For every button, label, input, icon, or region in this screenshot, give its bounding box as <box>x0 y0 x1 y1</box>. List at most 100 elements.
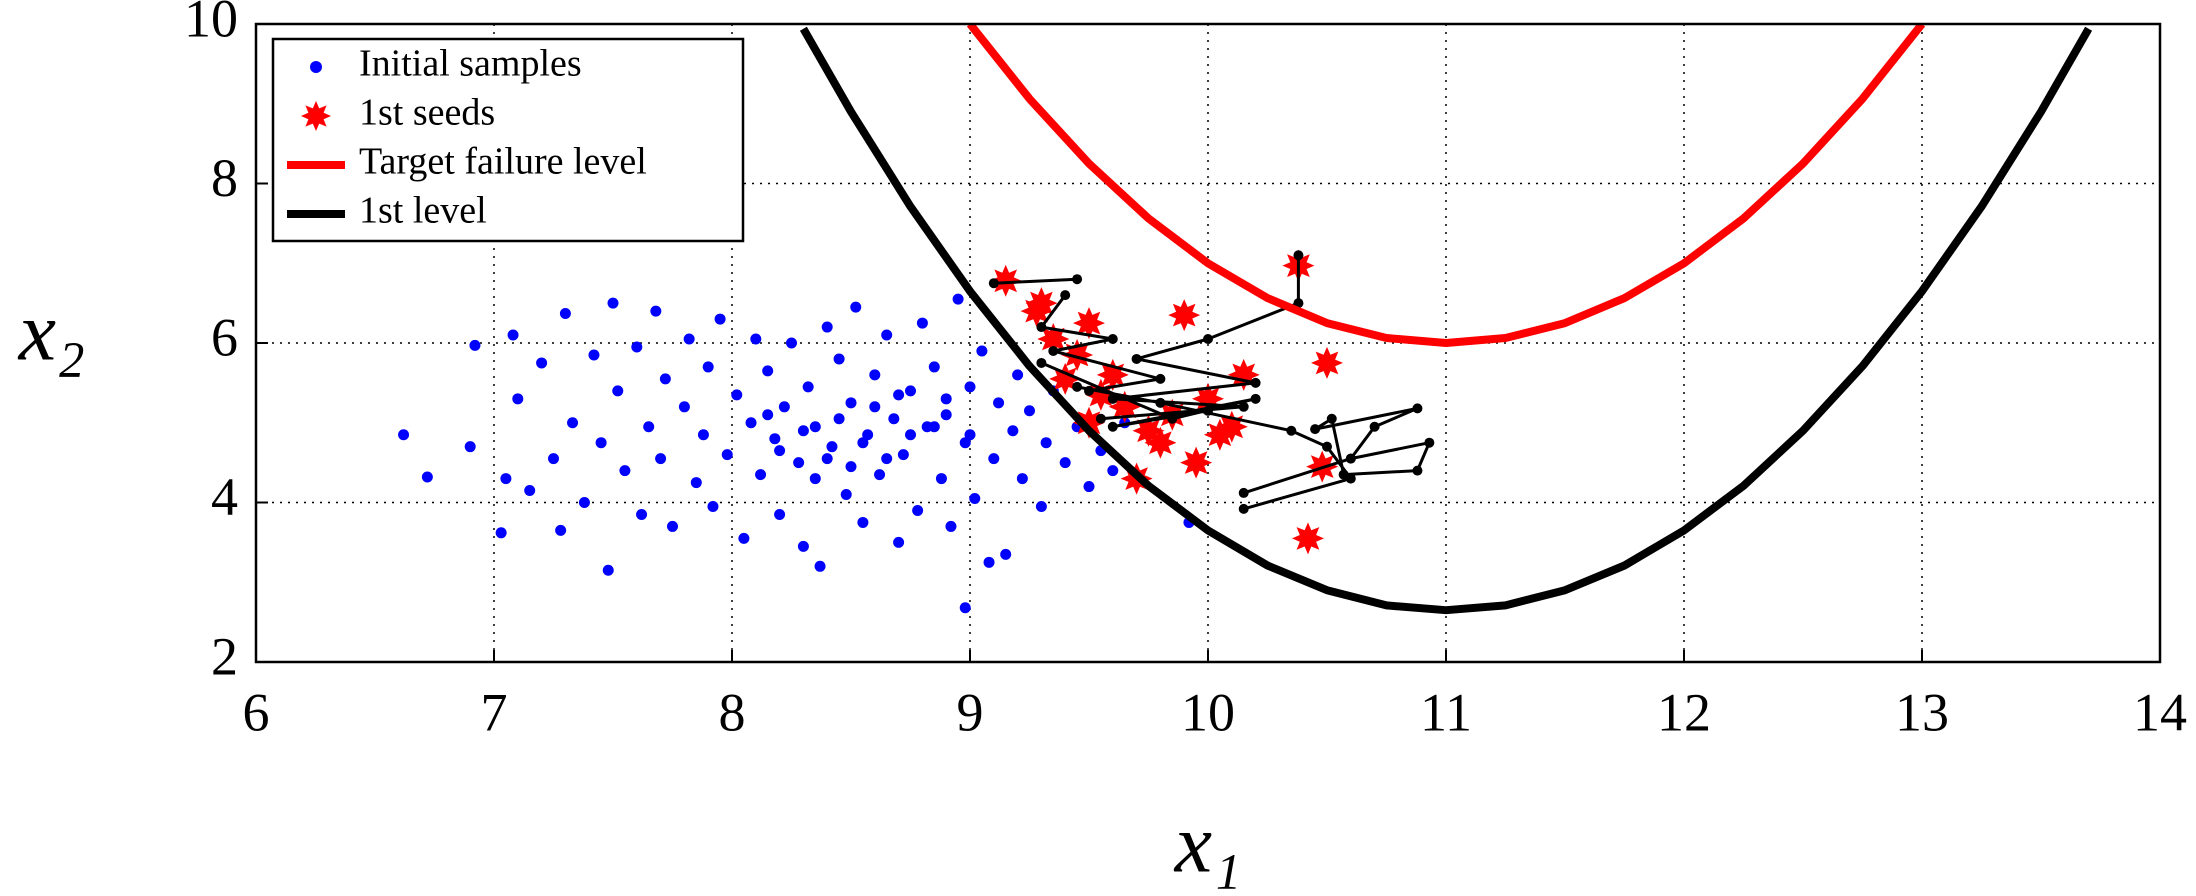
point <box>809 421 821 433</box>
point <box>833 353 845 365</box>
point <box>821 321 833 333</box>
point <box>1035 500 1047 512</box>
point <box>869 401 881 413</box>
vertex <box>1107 421 1118 432</box>
vertex <box>988 278 999 289</box>
point <box>769 433 781 445</box>
point <box>745 417 757 429</box>
point <box>1040 437 1052 449</box>
x-tick-label: 14 <box>2133 682 2187 742</box>
y-axis-label: x₂ <box>17 285 86 378</box>
point <box>888 413 900 425</box>
point <box>398 429 410 441</box>
point <box>548 453 559 465</box>
point <box>928 421 940 433</box>
vertex <box>1322 441 1332 452</box>
point <box>567 417 579 429</box>
point <box>881 329 893 341</box>
vertex <box>1036 322 1047 333</box>
point <box>650 305 662 317</box>
vertex <box>1238 503 1249 514</box>
point <box>850 301 862 313</box>
point <box>636 508 648 520</box>
point <box>1024 405 1035 417</box>
vertex <box>1203 405 1213 416</box>
point <box>905 429 916 441</box>
x-tick-label: 10 <box>1181 682 1235 742</box>
point <box>881 453 893 465</box>
legend-label: 1st level <box>359 190 487 232</box>
legend-marker <box>301 101 331 131</box>
point <box>690 477 702 489</box>
seed <box>1168 299 1201 332</box>
x-tick-label: 12 <box>1657 682 1711 742</box>
point <box>762 365 774 377</box>
point <box>814 560 826 572</box>
point <box>755 469 767 481</box>
vertex <box>1293 250 1304 261</box>
vertex <box>1036 357 1047 368</box>
point <box>857 437 869 449</box>
point <box>845 397 857 409</box>
point <box>464 441 476 453</box>
point <box>655 453 667 465</box>
point <box>697 429 709 441</box>
point <box>1007 425 1019 437</box>
vertex <box>1084 385 1094 396</box>
point <box>952 293 964 305</box>
legend-label: Initial samples <box>359 43 582 85</box>
vertex <box>1155 373 1166 384</box>
legend-label: Target failure level <box>359 141 647 183</box>
point <box>1059 457 1071 469</box>
x-tick-label: 13 <box>1895 682 1949 742</box>
y-tick-label: 10 <box>184 0 238 48</box>
vertex <box>1167 413 1178 424</box>
chain-path <box>993 255 1431 511</box>
point <box>578 497 590 508</box>
point <box>845 461 857 473</box>
vertex <box>1286 425 1297 436</box>
point <box>702 361 714 373</box>
point <box>559 307 571 319</box>
vertex <box>1412 403 1423 414</box>
point <box>619 465 631 477</box>
point <box>797 540 809 552</box>
point <box>536 357 548 369</box>
vertex <box>1250 377 1261 388</box>
legend-box <box>271 37 745 243</box>
x-tick-label: 8 <box>719 682 746 742</box>
y-tick-label: 8 <box>211 148 238 208</box>
point <box>797 425 809 437</box>
vertex <box>1095 413 1106 424</box>
point <box>774 445 786 457</box>
point <box>667 520 678 532</box>
point <box>809 473 821 485</box>
point <box>1000 548 1012 560</box>
vertex <box>1345 473 1356 484</box>
vertex <box>1072 274 1083 285</box>
point <box>964 381 976 393</box>
x-tick-label: 11 <box>1420 682 1472 742</box>
point <box>659 373 671 385</box>
point <box>976 345 988 357</box>
vertex <box>1107 334 1118 345</box>
x-tick-label: 9 <box>957 682 984 742</box>
seed <box>1311 346 1343 379</box>
vertex <box>1203 334 1213 345</box>
seed <box>1292 522 1324 555</box>
vertex <box>1345 453 1356 464</box>
point <box>469 339 481 351</box>
point <box>500 473 512 485</box>
x-axis-label: x₁ <box>1173 797 1242 890</box>
point <box>916 317 928 329</box>
point <box>588 349 600 361</box>
x-tick-label: 6 <box>243 682 270 742</box>
vertex <box>1060 290 1071 301</box>
seed <box>989 264 1022 297</box>
point <box>612 385 624 397</box>
point <box>983 556 995 568</box>
vertex <box>1107 393 1118 404</box>
point <box>1012 369 1024 381</box>
point <box>778 401 790 413</box>
point <box>507 329 519 341</box>
